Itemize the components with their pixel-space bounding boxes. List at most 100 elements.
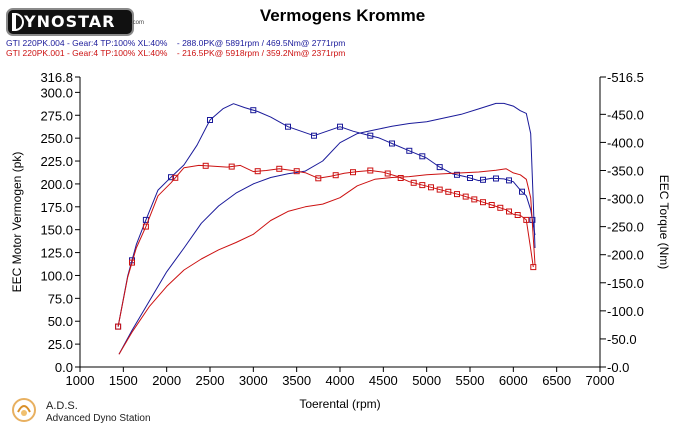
y-tick-label: 225.0 — [40, 154, 73, 169]
series-marker — [488, 202, 495, 208]
series-line-power-3 — [118, 168, 536, 355]
series-marker — [493, 175, 499, 182]
y2-tick-label: -350.0 — [607, 163, 644, 178]
series-marker — [419, 182, 426, 189]
series-marker — [471, 196, 478, 203]
series-marker — [506, 177, 512, 184]
footer-subtitle: Advanced Dyno Station — [46, 413, 151, 424]
series-marker — [467, 175, 473, 181]
x-tick-label: 5000 — [412, 373, 441, 388]
series-marker — [115, 323, 122, 330]
series-marker — [406, 147, 413, 154]
x-tick-label: 1500 — [109, 373, 138, 388]
y2-tick-label: -400.0 — [607, 135, 644, 150]
y-tick-label: 0.0 — [55, 360, 73, 375]
series-marker — [514, 212, 521, 218]
run-label-1: GTI 220PK.004 - Gear:4 TP:100% XL:40% - … — [6, 38, 346, 48]
y-axis-label: EEC Motor Vermogen (pk) — [10, 152, 24, 293]
x-tick-label: 3000 — [239, 373, 268, 388]
series-marker — [523, 216, 530, 223]
series-marker — [410, 179, 417, 186]
y-tick-label: 50.0 — [48, 314, 73, 329]
footer-name: A.D.S. — [46, 400, 78, 412]
x-tick-label: 3500 — [282, 373, 311, 388]
series-marker — [129, 259, 135, 266]
logo-d-mark — [12, 13, 24, 31]
y2-axis-label: EEC Torque (Nm) — [657, 175, 671, 269]
series-marker — [285, 123, 291, 130]
series-marker — [384, 170, 391, 177]
series-marker — [337, 123, 343, 130]
series-marker — [228, 163, 235, 170]
series-marker — [462, 193, 469, 200]
y2-tick-label: -300.0 — [607, 192, 644, 207]
y2-tick-label: -200.0 — [607, 248, 644, 263]
series-marker — [497, 204, 504, 211]
y-tick-label: 25.0 — [48, 337, 73, 352]
series-marker — [315, 175, 322, 182]
series-marker — [168, 174, 174, 181]
series-marker — [172, 174, 179, 181]
x-tick-label: 7000 — [586, 373, 615, 388]
y-tick-label: 200.0 — [40, 177, 73, 192]
y-tick-label: 250.0 — [40, 131, 73, 146]
series-marker — [428, 184, 434, 191]
series-marker — [506, 208, 512, 215]
x-tick-label: 6000 — [499, 373, 528, 388]
series-marker — [480, 176, 486, 183]
y2-tick-label: -50.0 — [607, 332, 637, 347]
series-marker — [311, 132, 317, 139]
x-tick-label: 4000 — [326, 373, 355, 388]
series-marker — [389, 140, 395, 147]
series-marker — [454, 191, 460, 198]
series-marker — [454, 171, 460, 178]
series-marker — [142, 223, 149, 230]
y-tick-label: 316.8 — [40, 70, 73, 85]
x-tick-label: 1000 — [66, 373, 95, 388]
x-tick-label: 2500 — [196, 373, 225, 388]
x-tick-label: 6500 — [542, 373, 571, 388]
x-axis-label: Toerental (rpm) — [299, 397, 380, 411]
series-marker — [350, 169, 356, 176]
series-line-torque-0 — [117, 103, 536, 327]
series-marker — [367, 132, 374, 139]
series-marker — [332, 172, 339, 179]
y-tick-label: 150.0 — [40, 223, 73, 238]
y-tick-label: 175.0 — [40, 200, 73, 215]
series-marker — [293, 168, 300, 175]
chart-title: Vermogens Kromme — [259, 6, 426, 25]
series-marker — [207, 117, 213, 123]
logo-text: YNOSTAR — [24, 12, 116, 31]
series-marker — [436, 186, 443, 193]
series-line-torque-2 — [117, 164, 534, 327]
y2-tick-label: -0.0 — [607, 360, 629, 375]
y-tick-label: 300.0 — [40, 85, 73, 100]
series-marker — [445, 188, 452, 195]
series-marker — [254, 168, 261, 175]
y-tick-label: 75.0 — [48, 291, 73, 306]
dynostar-logo: YNOSTAR — [6, 8, 134, 36]
series-marker — [480, 199, 486, 206]
logo-domain: .com — [131, 20, 145, 26]
series-marker — [367, 167, 374, 174]
y-tick-label: 125.0 — [40, 246, 73, 261]
series-marker — [530, 264, 537, 271]
series-marker — [519, 188, 525, 195]
y2-tick-label: -100.0 — [607, 304, 644, 319]
y2-tick-label: -150.0 — [607, 276, 644, 291]
series-marker — [419, 153, 426, 160]
series-marker — [397, 175, 404, 181]
x-tick-label: 4500 — [369, 373, 398, 388]
run-label-2: GTI 220PK.001 - Gear:4 TP:100% XL:40% - … — [6, 48, 346, 58]
series-line-power-1 — [118, 102, 536, 355]
series-marker — [202, 162, 209, 169]
y2-tick-label: -450.0 — [607, 107, 644, 122]
y2-tick-label: -516.5 — [607, 70, 644, 85]
y-tick-label: 275.0 — [40, 108, 73, 123]
series-marker — [276, 165, 283, 172]
x-tick-label: 5500 — [456, 373, 485, 388]
y2-tick-label: -250.0 — [607, 220, 644, 235]
x-tick-label: 2000 — [152, 373, 181, 388]
